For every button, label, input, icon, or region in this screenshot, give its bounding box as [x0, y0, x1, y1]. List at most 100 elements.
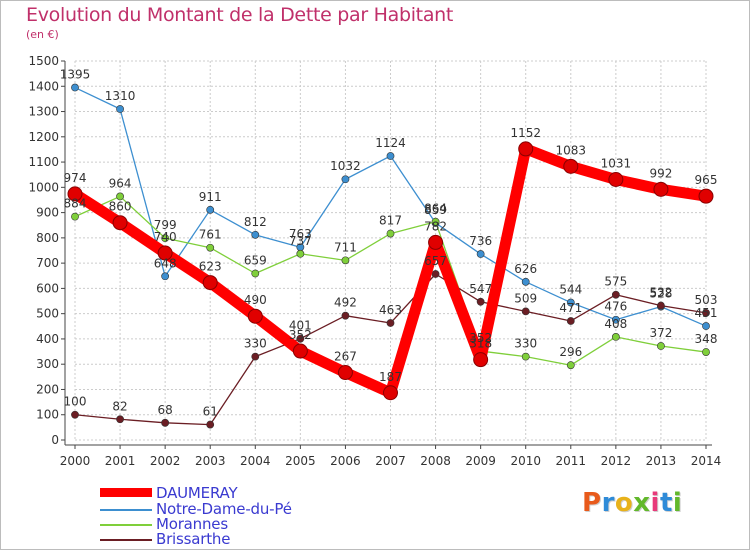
y-tick-label: 400 [36, 332, 59, 346]
x-tick-label: 2003 [195, 454, 226, 468]
data-label-morannes: 330 [514, 337, 537, 351]
point-daumeray [292, 343, 308, 359]
data-label-brissarthe: 68 [158, 403, 173, 417]
point-morannes [611, 333, 620, 341]
point-daumeray [247, 308, 263, 324]
point-brissarthe [611, 290, 620, 299]
y-tick-label: 1000 [28, 180, 59, 194]
data-label-notre-dame-du-p-: 1310 [105, 89, 136, 103]
point-morannes [206, 243, 215, 252]
y-tick-label: 1100 [28, 155, 59, 169]
legend-label-morannes: Morannes [156, 515, 228, 533]
point-notre-dame-du-p- [476, 250, 485, 258]
point-notre-dame-du-p- [386, 152, 395, 160]
y-tick-label: 0 [51, 433, 59, 447]
point-notre-dame-du-p- [521, 277, 530, 286]
point-daumeray [337, 365, 353, 381]
chart-title: Evolution du Montant de la Dette par Hab… [26, 4, 454, 26]
legend-item-morannes: Morannes [100, 515, 360, 533]
point-daumeray [563, 158, 579, 174]
data-label-notre-dame-du-p-: 736 [469, 234, 492, 248]
point-morannes [702, 348, 710, 356]
x-tick-label: 2010 [510, 454, 541, 468]
y-tick-label: 500 [36, 307, 59, 321]
data-label-notre-dame-du-p-: 763 [289, 227, 312, 241]
point-daumeray [67, 186, 83, 202]
legend-swatch-notre-dame-du-p- [100, 509, 152, 511]
data-label-morannes: 864 [424, 202, 447, 216]
point-daumeray [112, 215, 128, 231]
point-brissarthe [386, 319, 395, 327]
data-label-brissarthe: 503 [695, 293, 718, 307]
data-label-daumeray: 782 [424, 219, 447, 233]
data-label-morannes: 348 [695, 332, 718, 346]
point-morannes [566, 361, 575, 370]
point-notre-dame-du-p- [702, 322, 710, 330]
data-label-daumeray: 1083 [556, 143, 587, 157]
legend-swatch-brissarthe [100, 539, 152, 541]
y-tick-label: 700 [36, 256, 59, 270]
x-tick-label: 2012 [601, 454, 632, 468]
data-label-brissarthe: 471 [559, 301, 582, 315]
point-morannes [341, 256, 350, 265]
data-label-daumeray: 1031 [601, 157, 632, 171]
point-daumeray [653, 181, 669, 197]
legend-item-notre-dame-du-p-: Notre-Dame-du-Pé [100, 500, 360, 518]
data-label-daumeray: 318 [469, 337, 492, 351]
x-tick-label: 2001 [105, 454, 136, 468]
data-label-brissarthe: 100 [64, 395, 87, 409]
data-label-daumeray: 974 [64, 171, 87, 185]
point-brissarthe [431, 270, 440, 278]
point-notre-dame-du-p- [71, 83, 79, 92]
point-notre-dame-du-p- [341, 175, 350, 184]
x-tick-label: 2002 [150, 454, 181, 468]
x-axis-ticks: 2000 2001 2002 2003 2004 2005 2006 2007 2008 2009… [60, 454, 722, 468]
point-brissarthe [521, 307, 530, 316]
chart-subtitle: (en €) [26, 28, 59, 41]
point-brissarthe [71, 410, 79, 419]
data-label-morannes: 711 [334, 240, 357, 254]
point-notre-dame-du-p- [566, 298, 575, 307]
data-label-morannes: 799 [154, 218, 177, 232]
proxiti-logo: Proxiti [582, 488, 683, 518]
point-brissarthe [341, 311, 350, 320]
x-tick-label: 2008 [420, 454, 451, 468]
x-tick-label: 2007 [375, 454, 406, 468]
point-daumeray [383, 385, 398, 401]
data-label-morannes: 372 [649, 326, 672, 340]
point-daumeray [473, 352, 489, 368]
data-label-notre-dame-du-p-: 911 [199, 190, 222, 204]
point-daumeray [428, 234, 444, 250]
point-brissarthe [476, 297, 485, 306]
legend-swatch-morannes [100, 524, 152, 526]
point-brissarthe [566, 317, 575, 325]
point-brissarthe [702, 309, 710, 317]
point-morannes [116, 192, 124, 201]
data-label-brissarthe: 82 [112, 399, 127, 413]
data-label-morannes: 964 [109, 176, 132, 190]
point-brissarthe [116, 415, 124, 424]
point-daumeray [518, 141, 534, 157]
data-label-morannes: 659 [244, 253, 267, 267]
y-tick-label: 1400 [28, 79, 59, 93]
series-lines [67, 83, 714, 429]
point-notre-dame-du-p- [611, 315, 620, 324]
point-daumeray [157, 245, 173, 261]
data-label-daumeray: 352 [289, 328, 312, 342]
data-label-daumeray: 187 [379, 370, 402, 384]
y-tick-label: 200 [36, 382, 59, 396]
point-brissarthe [206, 420, 215, 429]
data-label-brissarthe: 61 [203, 405, 218, 419]
point-morannes [296, 249, 305, 258]
y-tick-label: 1300 [28, 105, 59, 119]
x-tick-label: 2000 [60, 454, 91, 468]
data-label-notre-dame-du-p-: 1032 [330, 159, 361, 173]
data-label-brissarthe: 575 [604, 275, 627, 289]
data-label-morannes: 296 [559, 345, 582, 359]
point-notre-dame-du-p- [251, 230, 260, 239]
data-label-notre-dame-du-p-: 544 [559, 283, 582, 297]
point-daumeray [608, 172, 624, 188]
data-label-notre-dame-du-p-: 812 [244, 215, 267, 229]
data-label-notre-dame-du-p-: 859 [424, 203, 447, 217]
